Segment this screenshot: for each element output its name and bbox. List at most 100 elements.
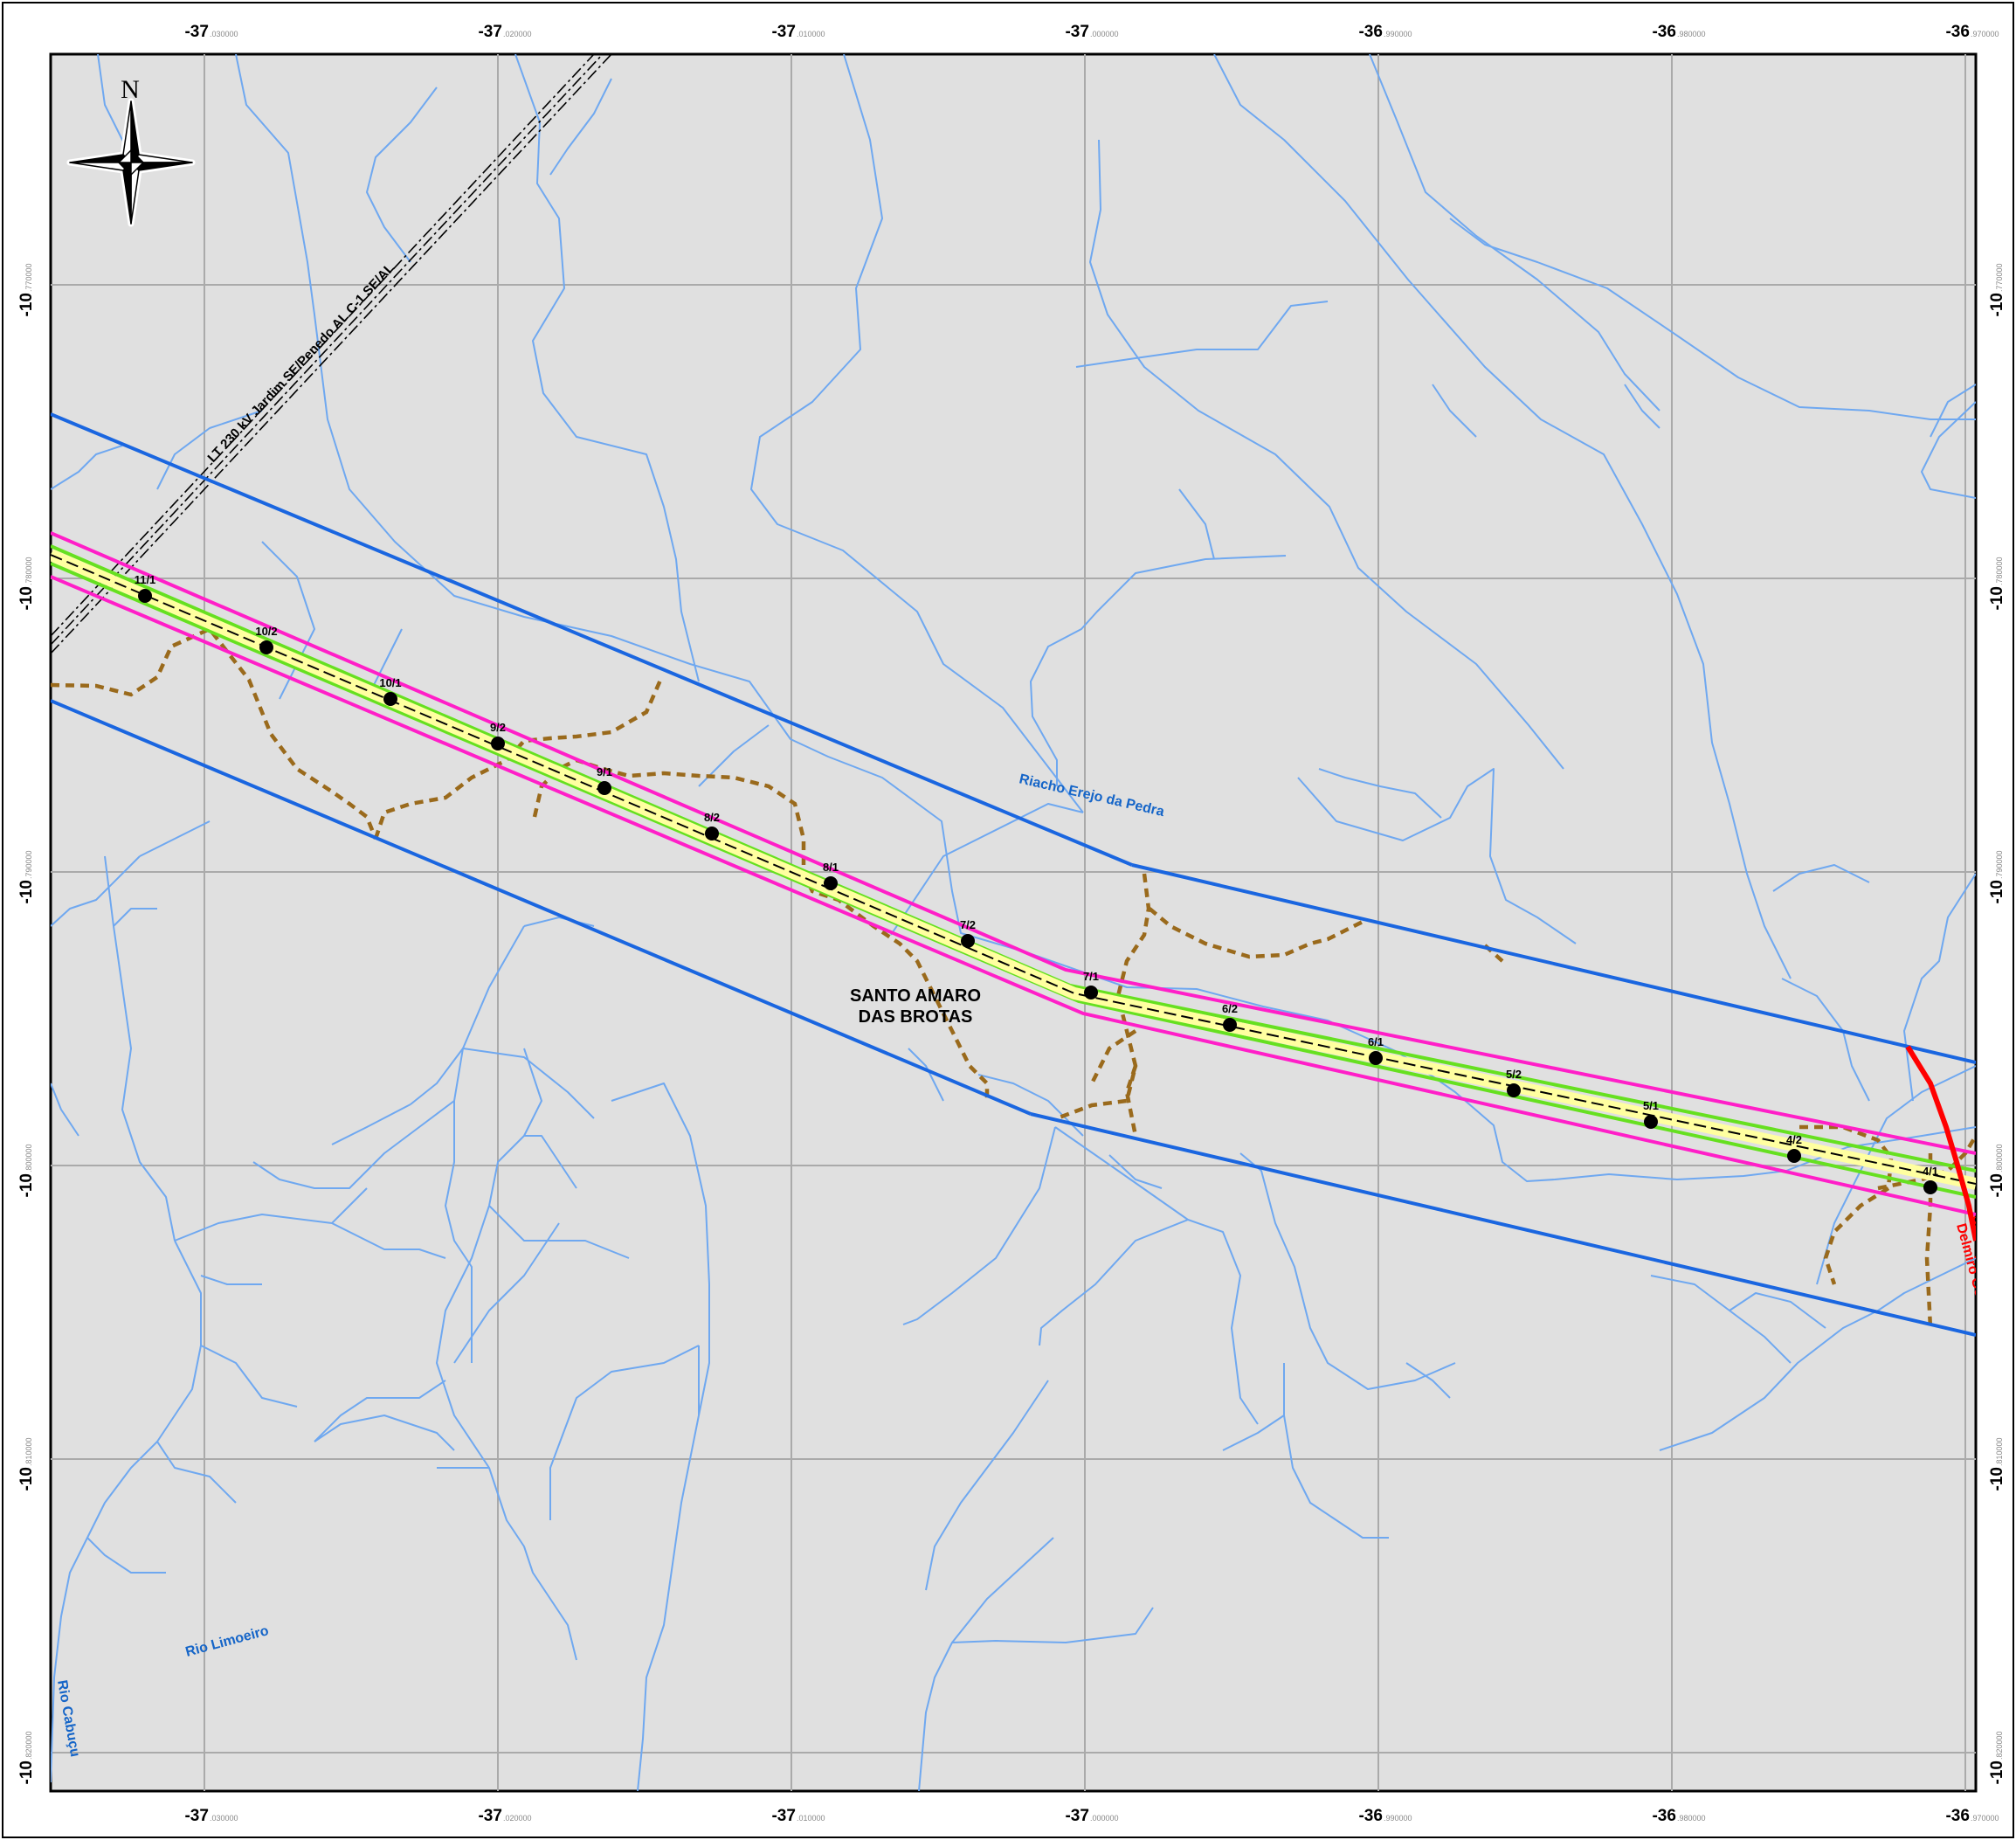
river-stream: [156, 1441, 237, 1504]
river-stream: [514, 54, 700, 682]
river-stream: [462, 1048, 595, 1119]
river-stream: [139, 820, 211, 857]
tower-label: 6/1: [1368, 1035, 1384, 1048]
tower-label: 4/2: [1786, 1133, 1802, 1146]
y-axis-label-left: -10.780000: [17, 557, 36, 610]
dirt-road: [51, 626, 378, 840]
tower-marker: [1644, 1115, 1658, 1129]
dirt-road: [1056, 873, 1151, 1121]
river-stream: [86, 1537, 166, 1574]
tower-label: 7/2: [960, 918, 976, 931]
river-stream: [1108, 1154, 1163, 1189]
river-stream: [977, 1074, 1084, 1137]
town-label-line2: DAS BROTAS: [859, 1007, 973, 1027]
tower-label: 9/2: [490, 721, 506, 734]
magenta-band-north: [51, 531, 1976, 1155]
y-axis-label-right: -10.810000: [1988, 1437, 2006, 1491]
x-axis-label-bottom: -37.020000: [478, 1807, 531, 1825]
north-arrow: N: [66, 75, 196, 227]
river-stream: [1903, 873, 1976, 1102]
river-stream: [951, 1607, 1154, 1643]
substation-connection: [1905, 1045, 1976, 1242]
y-axis-label-left: -10.790000: [17, 850, 36, 903]
tower-marker: [597, 781, 611, 795]
tower-label: 6/2: [1222, 1002, 1238, 1015]
river-stream: [261, 541, 315, 700]
x-axis-label-top: -37.020000: [478, 23, 531, 41]
river-stream: [1213, 54, 1792, 979]
river-stream: [1178, 488, 1215, 560]
north-letter: N: [121, 75, 140, 104]
study-area-south-edge: [51, 699, 1032, 1116]
map-background: [49, 52, 1978, 1793]
river-stream: [200, 1275, 262, 1285]
river-stream: [1039, 1219, 1189, 1346]
tower-marker: [259, 640, 273, 654]
x-axis-label-bottom: -37.000000: [1065, 1807, 1118, 1825]
green-band-south: [51, 562, 1976, 1199]
tower-label: 9/1: [597, 765, 612, 778]
river-stream: [252, 1100, 455, 1189]
y-axis-label-right: -10.770000: [1988, 263, 2006, 316]
river-stream: [314, 1380, 446, 1442]
x-axis-label-bottom: -36.970000: [1945, 1807, 1999, 1825]
x-axis-label-top: -36.970000: [1945, 23, 1999, 41]
study-area-boundary: [51, 412, 1976, 1337]
river-stream: [1659, 1257, 1976, 1451]
river-stream: [908, 1048, 944, 1102]
town-label-line1: SANTO AMARO: [850, 986, 981, 1006]
x-axis-label-top: -36.990000: [1358, 23, 1412, 41]
x-axis-label-top: -36.980000: [1652, 23, 1705, 41]
y-axis-label-left: -10.770000: [17, 263, 36, 316]
tower-group: 11/1 10/2 10/1 9/2 9/1 8/2 8/1 7/2 7/1 6/2 6/1 5/2 5…: [135, 573, 1938, 1194]
river-stream: [1054, 1126, 1259, 1425]
river-stream: [918, 1537, 1054, 1791]
river-stream: [637, 1345, 700, 1791]
river-stream: [104, 855, 176, 1242]
y-axis-label-left: -10.810000: [17, 1437, 36, 1491]
river-stream: [1297, 768, 1577, 944]
river-stream: [549, 1345, 700, 1520]
river-stream: [331, 1103, 411, 1145]
river-stream: [1772, 864, 1870, 892]
river-stream: [902, 1126, 1056, 1325]
river-stream: [51, 1083, 79, 1137]
tower-label: 5/2: [1506, 1068, 1522, 1081]
river-stream: [750, 54, 1084, 813]
river-stream: [156, 410, 263, 490]
river-stream: [1369, 54, 1660, 412]
river-stream: [235, 54, 1976, 1182]
river-stream: [890, 803, 1084, 936]
dirt-road: [1924, 1153, 1933, 1329]
tower-marker: [491, 737, 505, 751]
river-stream: [1318, 768, 1442, 819]
dirt-road: [1089, 1029, 1137, 1085]
x-axis-label-top: -37.000000: [1065, 23, 1118, 41]
x-axis-label-bottom: -37.010000: [771, 1807, 825, 1825]
river-stream: [1624, 384, 1660, 429]
river-stream: [314, 1415, 455, 1451]
x-axis-label-bottom: -36.990000: [1358, 1807, 1412, 1825]
tower-marker: [1787, 1149, 1801, 1163]
y-axis-label-left: -10.820000: [17, 1731, 36, 1784]
river-stream: [51, 855, 141, 927]
dirt-road: [1148, 907, 1364, 959]
coordinate-grid: [51, 54, 1976, 1791]
river-stream: [611, 1083, 710, 1416]
tower-marker: [138, 589, 152, 603]
magenta-band-south: [51, 575, 1976, 1216]
river-stream: [1222, 1415, 1285, 1451]
tower-marker: [1923, 1180, 1937, 1194]
tower-label: 11/1: [135, 573, 156, 586]
tower-marker: [1369, 1051, 1383, 1065]
river-stream: [1075, 301, 1329, 368]
tower-label: 7/1: [1083, 970, 1099, 983]
tower-label: 8/1: [823, 861, 839, 874]
river-stream: [200, 1345, 298, 1408]
river-stream: [1921, 401, 1976, 499]
tower-marker: [1507, 1083, 1521, 1097]
dirt-road: [373, 675, 665, 840]
x-axis-label-top: -37.010000: [771, 23, 825, 41]
tower-marker: [1084, 986, 1098, 1000]
